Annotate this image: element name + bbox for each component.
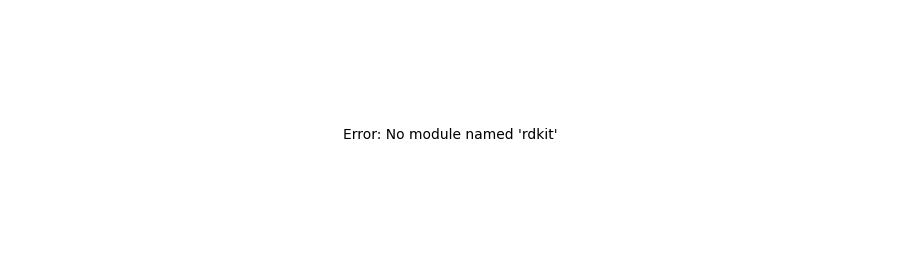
Text: Error: No module named 'rdkit': Error: No module named 'rdkit' [343,128,557,142]
